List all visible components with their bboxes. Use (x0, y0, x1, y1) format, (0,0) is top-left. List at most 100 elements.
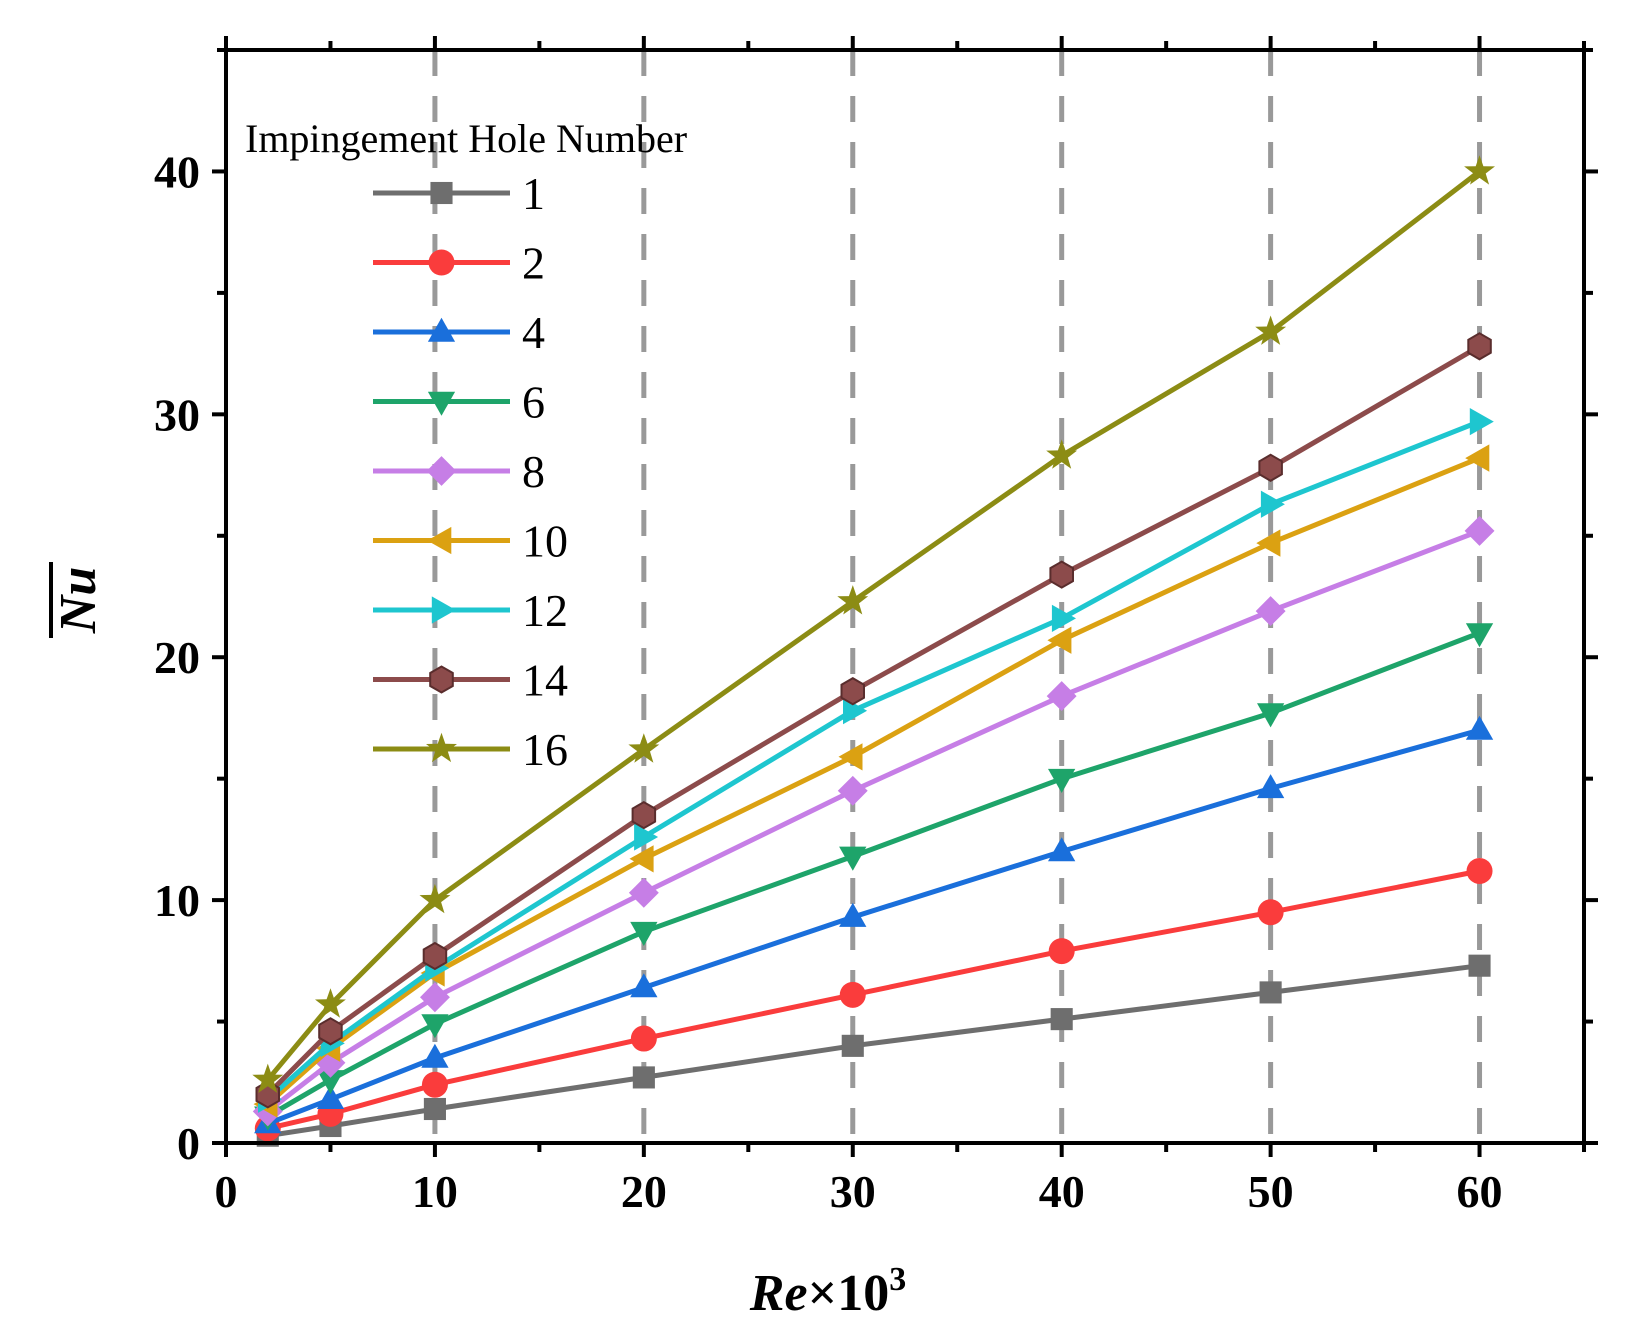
data-point-14-50 (1258, 453, 1283, 482)
data-point-6-5 (316, 1070, 345, 1095)
legend-label: 8 (522, 446, 545, 497)
series-14 (255, 332, 1492, 1109)
legend-marker (427, 317, 456, 342)
y-tick-label: 10 (154, 875, 200, 926)
legend-item-16: 16 (373, 724, 568, 775)
data-point-4-40 (1048, 837, 1076, 862)
data-point-10-60 (1465, 444, 1490, 472)
data-point-1-20 (632, 1066, 655, 1089)
data-point-6-10 (421, 1014, 449, 1039)
data-point-2-60 (1466, 857, 1493, 884)
x-tick-label: 10 (412, 1166, 458, 1217)
legend-marker (427, 391, 456, 416)
data-point-10-20 (629, 845, 654, 873)
data-point-2-10 (421, 1071, 448, 1098)
data-point-6-20 (630, 921, 658, 946)
legend-title: Impingement Hole Number (245, 116, 687, 161)
y-tick-label: 0 (177, 1118, 200, 1169)
legend-item-1: 1 (373, 168, 545, 219)
legend-item-10: 10 (373, 516, 568, 567)
data-point-1-40 (1050, 1008, 1073, 1031)
reference-lines (432, 50, 1483, 1143)
legend-label: 14 (522, 655, 568, 706)
y-tick-label: 40 (154, 146, 200, 197)
x-tick-label: 50 (1248, 1166, 1294, 1217)
legend-item-4: 4 (373, 307, 545, 358)
data-point-8-30 (837, 775, 868, 806)
x-axis-title: Re×103 (749, 1261, 906, 1322)
data-point-8-40 (1046, 681, 1077, 711)
legend-label: 10 (522, 516, 568, 567)
data-point-16-30 (837, 585, 869, 615)
x-tick-label: 60 (1457, 1166, 1503, 1217)
x-tick-label: 30 (830, 1166, 876, 1217)
data-point-16-40 (1046, 439, 1078, 469)
data-point-2-20 (630, 1025, 657, 1052)
data-point-1-50 (1259, 981, 1282, 1004)
legend-item-6: 6 (373, 377, 545, 428)
series-line-1 (267, 963, 1480, 1139)
legend-item-2: 2 (373, 238, 545, 289)
data-point-14-20 (631, 800, 657, 830)
x-tick-label: 20 (621, 1166, 667, 1217)
data-point-6-40 (1048, 768, 1076, 793)
data-point-14-30 (840, 677, 865, 706)
y-tick-label: 20 (154, 632, 200, 683)
series-line-6 (266, 630, 1481, 1119)
data-point-16-5 (315, 988, 346, 1018)
x-axis-title-sup: 3 (889, 1261, 906, 1298)
data-point-8-20 (628, 877, 659, 908)
series-line-2 (267, 868, 1480, 1131)
legend-item-8: 8 (373, 446, 545, 497)
data-point-12-50 (1260, 490, 1285, 518)
data-point-4-5 (316, 1085, 345, 1109)
series-line-8 (266, 528, 1481, 1114)
legend-item-12: 12 (373, 585, 568, 636)
data-point-6-30 (839, 846, 867, 871)
series-layer (252, 155, 1495, 1147)
data-point-16-20 (628, 733, 660, 763)
y-axis-title-group: Nu (49, 562, 107, 638)
data-point-8-10 (420, 982, 450, 1013)
series-line-16 (265, 169, 1482, 1082)
data-point-1-60 (1468, 954, 1491, 977)
plot-frame (224, 48, 1586, 1145)
data-point-6-50 (1257, 703, 1285, 728)
series-line-4 (266, 727, 1481, 1126)
data-point-10-30 (838, 743, 863, 771)
data-point-1-30 (841, 1034, 864, 1057)
data-point-2-30 (839, 981, 866, 1008)
series-12 (258, 408, 1494, 1113)
x-axis-title-times: ×10 (808, 1265, 890, 1322)
data-point-14-60 (1467, 332, 1492, 361)
legend-label: 2 (522, 238, 545, 289)
legend-marker (426, 732, 457, 763)
series-16 (252, 155, 1495, 1093)
data-point-14-10 (422, 941, 448, 971)
data-point-4-50 (1257, 774, 1285, 799)
data-point-4-10 (421, 1043, 449, 1068)
data-point-4-60 (1465, 715, 1494, 740)
series-line-14 (266, 344, 1481, 1097)
legend-label: 4 (522, 307, 545, 358)
data-point-12-60 (1469, 408, 1494, 436)
legend-marker (431, 596, 456, 624)
y-axis-title: Nu (50, 567, 107, 634)
legend-marker (426, 456, 457, 486)
data-point-16-60 (1464, 155, 1495, 185)
legend-label: 6 (522, 377, 545, 428)
ticks (212, 36, 1598, 1157)
series-line-10 (266, 455, 1481, 1106)
data-point-16-2 (252, 1063, 284, 1093)
legend-item-14: 14 (373, 655, 568, 706)
legend-label: 1 (522, 168, 545, 219)
series-6 (254, 623, 1494, 1131)
tick-labels: 0 10 20 30 40 50 60 0 10 20 30 40 (154, 146, 1503, 1217)
y-tick-label: 30 (154, 389, 200, 440)
series-1 (256, 954, 1491, 1147)
data-point-4-20 (630, 973, 658, 998)
legend-marker (430, 181, 453, 205)
